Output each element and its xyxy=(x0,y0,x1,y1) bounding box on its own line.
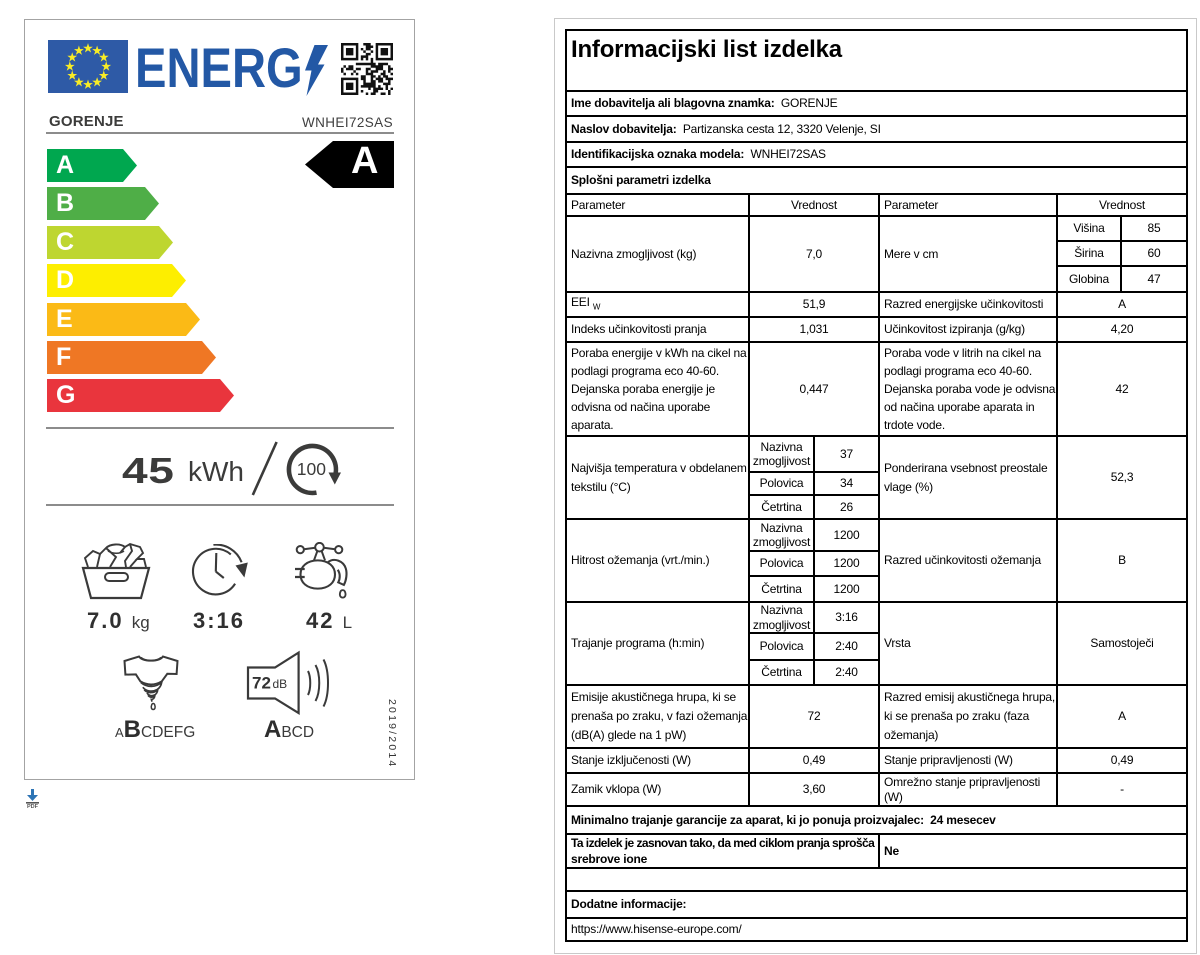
svg-text:PDF: PDF xyxy=(27,804,39,808)
svg-text:dB: dB xyxy=(273,677,288,691)
svg-text:72: 72 xyxy=(252,674,271,693)
svg-text:100: 100 xyxy=(297,459,326,479)
